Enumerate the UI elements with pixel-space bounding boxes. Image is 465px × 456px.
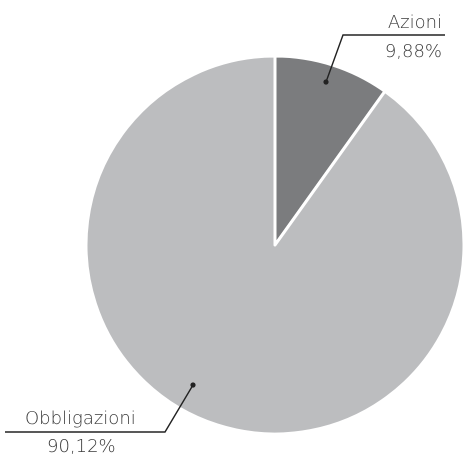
leader-dot-azioni	[323, 79, 329, 85]
leader-line-obbligazioni	[5, 384, 194, 433]
pie-slice-obbligazioni	[84, 54, 465, 436]
slice-value-azioni: 9,88%	[385, 41, 442, 62]
label-group-azioni: Azioni 9,88%	[323, 12, 445, 85]
slice-label-azioni: Azioni	[388, 12, 442, 33]
slice-label-obbligazioni: Obbligazioni	[25, 408, 136, 429]
label-group-obbligazioni: Obbligazioni 90,12%	[5, 382, 196, 456]
leader-dot-obbligazioni	[190, 382, 196, 388]
pie-slices	[84, 54, 465, 436]
slice-value-obbligazioni: 90,12%	[47, 436, 116, 456]
leader-line-azioni	[325, 34, 445, 83]
